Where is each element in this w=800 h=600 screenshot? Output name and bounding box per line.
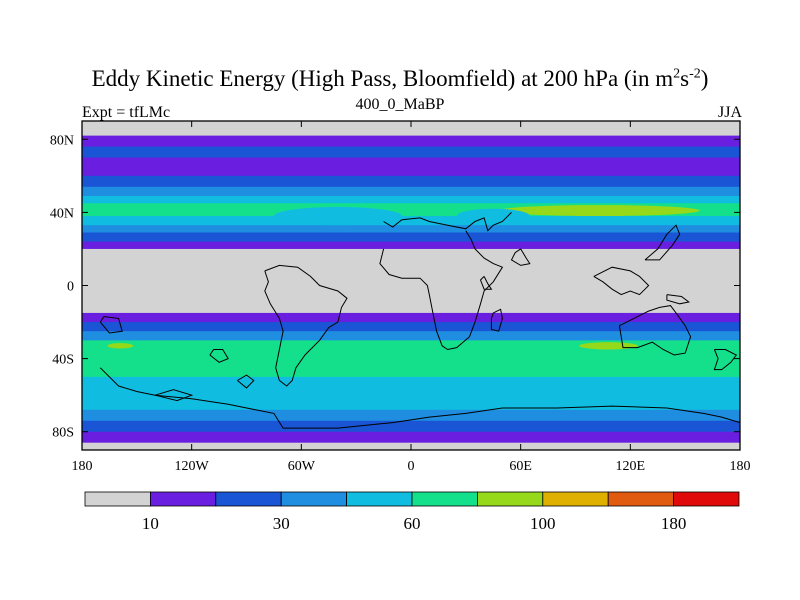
- x-tick-label: 120E: [616, 459, 646, 474]
- zonal-band-0: [82, 121, 740, 137]
- title-text: Eddy Kinetic Energy (High Pass, Bloomfie…: [91, 66, 674, 91]
- season-label: JJA: [717, 104, 742, 121]
- colorbar-box-3: [280, 491, 348, 507]
- colorbar-box-1: [149, 491, 217, 507]
- coastline-12: [99, 316, 123, 334]
- contour-feature-1: [498, 205, 700, 217]
- colorbar-label: 60: [404, 514, 421, 533]
- coastline-4: [618, 305, 692, 356]
- coastline-14: [237, 374, 255, 389]
- axis-ticks: 180 120W 60W 0 60E 120E 180 80N 40N 0 40S 80S: [50, 121, 751, 474]
- colorbar-box-9: [673, 491, 740, 507]
- contour-feature-5: [456, 208, 530, 224]
- title-exponent-1: 2: [673, 66, 681, 82]
- zonal-band-4: [82, 175, 740, 188]
- title-exponent-2: -2: [689, 66, 701, 82]
- colorbar-label: 100: [530, 514, 556, 533]
- equatorial-gray-region: [82, 252, 740, 310]
- y-tick-label: 80S: [52, 426, 74, 441]
- x-tick-label: 180: [72, 459, 93, 474]
- zonal-band-16: [82, 340, 740, 360]
- colorbar-box-7: [542, 491, 609, 507]
- zonal-band-19: [82, 391, 740, 411]
- zonal-band-3: [82, 157, 740, 177]
- x-tick-label: 60W: [288, 459, 316, 474]
- y-tick-label: 40N: [50, 206, 74, 221]
- colorbar-box-0: [84, 491, 151, 507]
- chart-title: Eddy Kinetic Energy (High Pass, Bloomfie…: [0, 66, 800, 92]
- colorbar-box-4: [346, 491, 413, 507]
- coastline-1: [379, 230, 504, 351]
- zonal-band-20: [82, 409, 740, 422]
- coastline-13: [209, 349, 229, 363]
- colorbar-box-5: [411, 491, 478, 507]
- zonal-band-9: [82, 225, 740, 234]
- zonal-band-15: [82, 331, 740, 341]
- colorbar-label: 30: [273, 514, 290, 533]
- contour-feature-2: [579, 342, 638, 350]
- y-tick-label: 40S: [52, 353, 74, 368]
- colorbar-label: 180: [661, 514, 687, 533]
- contour-feature-4: [273, 206, 402, 226]
- zonal-band-21: [82, 420, 740, 433]
- period-label: 400_0_MaBP: [355, 96, 445, 113]
- title-text-mid: s: [680, 66, 690, 91]
- contour-feature-3: [107, 343, 134, 349]
- coastline-2: [264, 264, 348, 387]
- coastline-8: [713, 349, 738, 371]
- coastline-9: [644, 224, 681, 261]
- zonal-band-2: [82, 146, 740, 159]
- coastlines: [99, 212, 740, 429]
- x-tick-label: 0: [408, 459, 415, 474]
- zonal-band-17: [82, 358, 740, 378]
- colorbar: 10 30 60 100 180: [84, 491, 740, 533]
- colorbar-box-6: [476, 491, 544, 507]
- coastline-0: [383, 212, 512, 232]
- coastline-5: [593, 266, 650, 296]
- colorbar-label: 10: [142, 514, 159, 533]
- zonal-band-11: [82, 241, 740, 250]
- x-tick-label: 120W: [175, 459, 210, 474]
- x-tick-label: 60E: [509, 459, 532, 474]
- x-tick-label: 180: [730, 459, 751, 474]
- coastline-10: [479, 276, 493, 290]
- coastline-15: [154, 389, 194, 402]
- zonal-band-1: [82, 135, 740, 148]
- zonal-band-5: [82, 186, 740, 197]
- zonal-band-14: [82, 322, 740, 332]
- zonal-band-22: [82, 431, 740, 444]
- title-text-end: ): [700, 66, 709, 91]
- colorbar-box-2: [215, 491, 282, 507]
- zonal-band-6: [82, 195, 740, 204]
- y-tick-label: 80N: [50, 133, 74, 148]
- zonal-band-8: [82, 216, 740, 226]
- coastline-3: [99, 367, 740, 429]
- contour-field: [82, 121, 740, 450]
- experiment-label: Expt = tfLMc: [82, 104, 171, 121]
- colorbar-box-8: [607, 491, 675, 507]
- zonal-band-18: [82, 376, 740, 393]
- zonal-band-10: [82, 232, 740, 243]
- contour-feature-0: [82, 205, 152, 217]
- coastline-7: [490, 308, 503, 332]
- y-tick-label: 0: [67, 280, 74, 295]
- coastline-6: [666, 294, 690, 305]
- coastline-11: [510, 248, 531, 266]
- zonal-band-13: [82, 312, 740, 323]
